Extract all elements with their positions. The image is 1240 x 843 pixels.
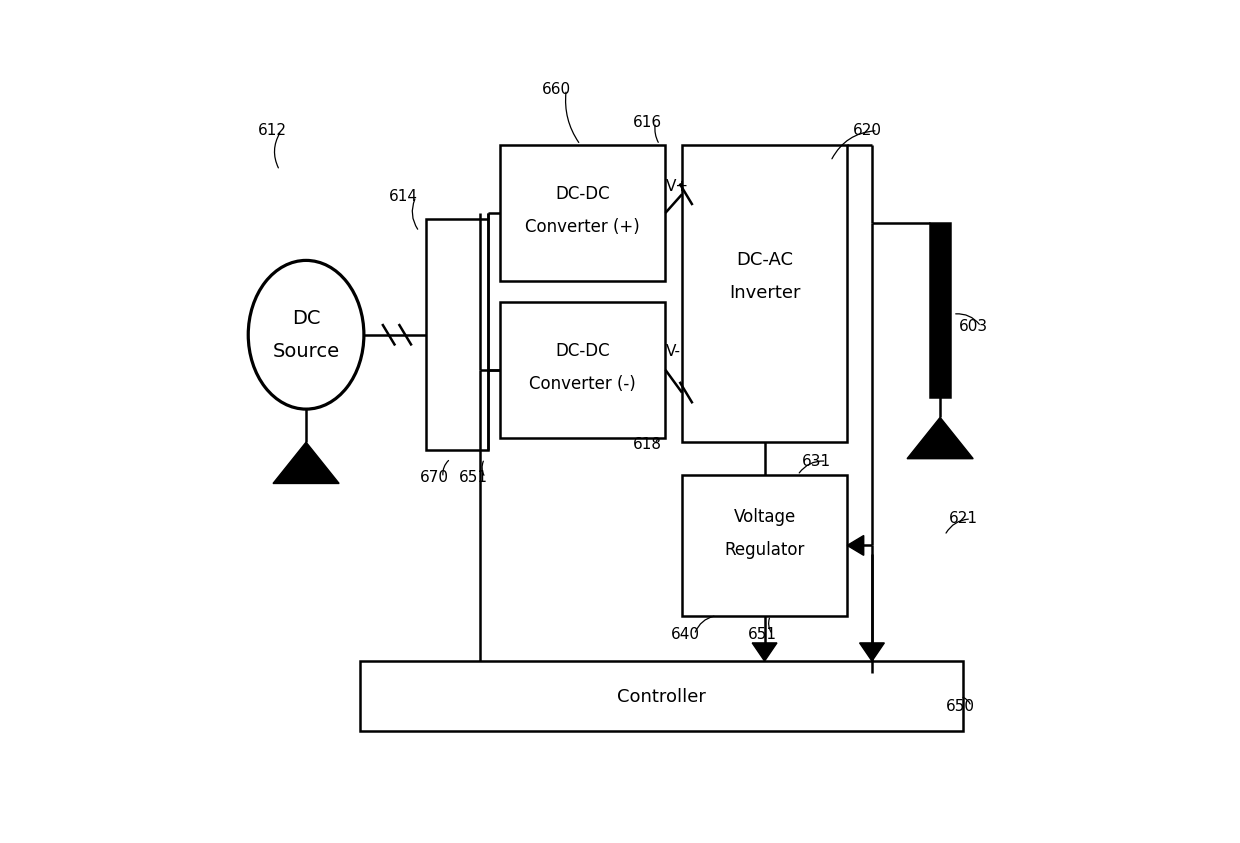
Text: Converter (+): Converter (+) <box>526 218 640 236</box>
Text: Inverter: Inverter <box>729 284 800 303</box>
Text: 640: 640 <box>671 627 701 642</box>
Text: 650: 650 <box>946 699 976 714</box>
Text: DC: DC <box>291 309 320 328</box>
Text: 631: 631 <box>802 454 831 469</box>
Text: DC-AC: DC-AC <box>737 251 794 270</box>
Text: 612: 612 <box>258 123 288 138</box>
Text: V+: V+ <box>666 179 689 194</box>
Bar <box>360 661 962 731</box>
Polygon shape <box>847 535 864 556</box>
Polygon shape <box>273 442 339 484</box>
Text: 651: 651 <box>459 470 487 486</box>
Text: 621: 621 <box>949 512 978 527</box>
Bar <box>500 302 666 438</box>
Text: 620: 620 <box>853 123 882 138</box>
Text: DC-DC: DC-DC <box>556 342 610 360</box>
Text: 603: 603 <box>959 319 988 334</box>
Polygon shape <box>859 643 884 661</box>
Polygon shape <box>908 417 973 459</box>
Text: 618: 618 <box>632 438 661 452</box>
Text: 616: 616 <box>632 115 661 130</box>
Text: Regulator: Regulator <box>724 540 805 559</box>
Text: 614: 614 <box>388 190 418 204</box>
Bar <box>930 223 950 397</box>
Text: 660: 660 <box>542 82 570 97</box>
Text: 651: 651 <box>748 627 777 642</box>
Bar <box>500 145 666 281</box>
Text: Converter (-): Converter (-) <box>529 375 636 394</box>
Text: Controller: Controller <box>616 688 706 706</box>
Polygon shape <box>753 643 777 661</box>
Ellipse shape <box>248 260 363 409</box>
Text: Voltage: Voltage <box>733 507 796 525</box>
Text: Source: Source <box>273 341 340 361</box>
Text: 670: 670 <box>420 470 449 486</box>
Bar <box>682 145 847 442</box>
Bar <box>425 219 487 450</box>
Bar <box>682 475 847 615</box>
Text: V-: V- <box>666 344 681 359</box>
Text: DC-DC: DC-DC <box>556 185 610 203</box>
